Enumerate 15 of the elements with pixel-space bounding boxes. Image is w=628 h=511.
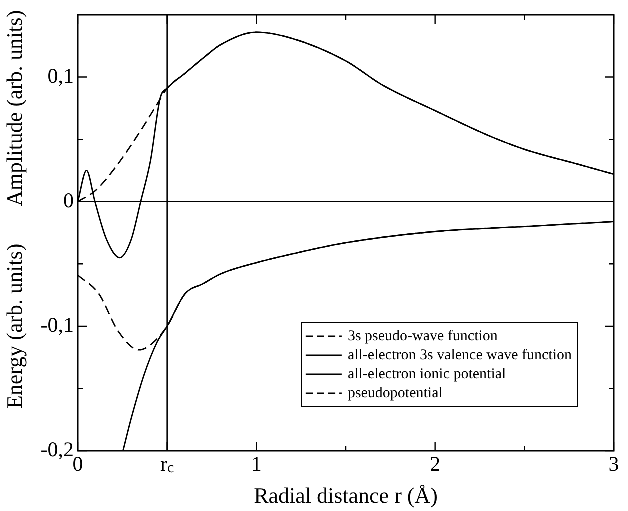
legend-label: all-electron ionic potential <box>348 366 506 382</box>
x-tick-label: 3 <box>608 452 620 476</box>
y-tick-label: -0,2 <box>40 438 74 462</box>
x-axis-title: Radial distance r (Å) <box>254 483 438 508</box>
x-tick-label: 1 <box>251 452 262 476</box>
legend-label: pseudopotential <box>348 385 443 402</box>
x-tick-label: 2 <box>430 452 441 476</box>
y-tick-label: -0,1 <box>40 312 74 337</box>
x-tick-label: rc <box>160 452 174 476</box>
y-axis-title: Amplitude (arb. units) <box>2 10 27 206</box>
y-tick-label: 0 <box>64 188 74 212</box>
legend-label: all-electron 3s valence wave function <box>348 347 572 364</box>
y-tick-label: 0,1 <box>48 64 74 88</box>
text: Energy (arb. units) <box>2 244 27 410</box>
legend-label: 3s pseudo-wave function <box>348 328 498 344</box>
